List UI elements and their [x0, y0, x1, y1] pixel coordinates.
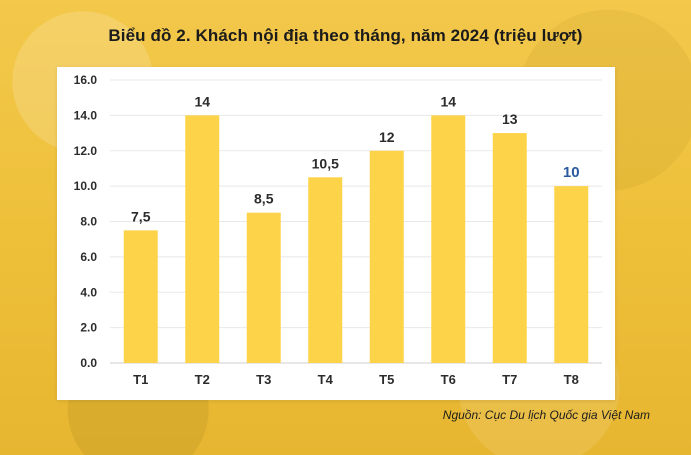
data-label: 7,5: [131, 208, 151, 224]
bar-chart: 0.0 2.0 4.0 6.0 8.0 10.0 12.0 14.0 16.0 7,5 T1 14 T2…: [74, 73, 602, 387]
x-tick-label: T8: [564, 372, 579, 387]
bar: [369, 150, 404, 363]
x-tick-label: T1: [133, 372, 148, 387]
y-tick-label: 6.0: [80, 250, 97, 264]
data-label: 10: [563, 164, 580, 181]
x-tick-label: T6: [441, 372, 456, 387]
bar: [308, 177, 343, 363]
y-tick-label: 8.0: [80, 215, 97, 229]
y-tick-label: 12.0: [74, 144, 98, 158]
x-tick-label: T2: [195, 372, 210, 387]
y-tick-label: 10.0: [74, 179, 98, 193]
data-label: 8,5: [254, 191, 274, 207]
bar: [123, 230, 158, 363]
x-tick-label: T7: [502, 372, 517, 387]
data-label: 12: [379, 129, 395, 145]
bar: [185, 115, 220, 363]
data-label: 14: [440, 93, 456, 109]
y-tick-label: 2.0: [80, 321, 97, 335]
x-tick-label: T3: [256, 372, 271, 387]
bar: [554, 186, 589, 363]
bar: [492, 133, 527, 363]
x-tick-label: T5: [379, 372, 394, 387]
chart-panel: 0.0 2.0 4.0 6.0 8.0 10.0 12.0 14.0 16.0 7,5 T1 14 T2…: [57, 67, 615, 400]
data-label: 13: [502, 111, 518, 127]
data-label: 10,5: [312, 155, 339, 171]
y-tick-label: 14.0: [74, 108, 98, 122]
data-label: 14: [194, 93, 210, 109]
x-tick-label: T4: [318, 372, 334, 387]
y-tick-label: 16.0: [74, 73, 98, 87]
y-tick-label: 0.0: [80, 356, 97, 370]
bar: [246, 212, 281, 363]
bar: [431, 115, 466, 363]
source-note: Nguồn: Cục Du lịch Quốc gia Việt Nam: [442, 408, 650, 422]
y-tick-label: 4.0: [80, 285, 97, 299]
chart-title: Biểu đồ 2. Khách nội địa theo tháng, năm…: [108, 26, 583, 45]
